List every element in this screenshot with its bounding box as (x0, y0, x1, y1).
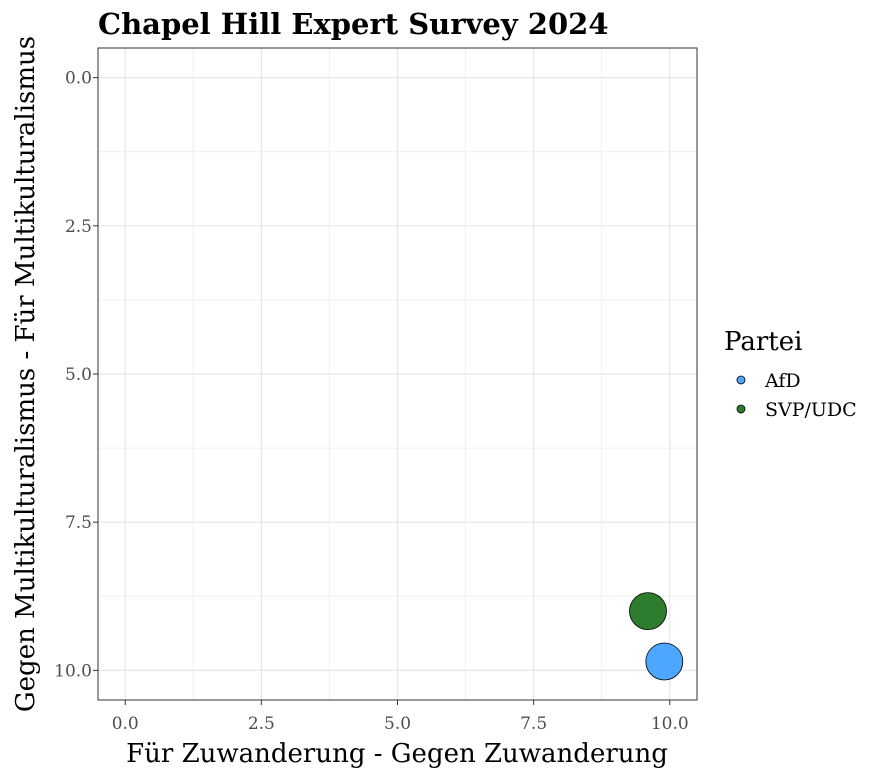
x-tick-label: 7.5 (520, 714, 547, 734)
data-point-svp-udc (629, 592, 667, 630)
y-tick-label: 10.0 (54, 661, 92, 681)
grid-lines (98, 48, 697, 700)
x-tick-label: 0.0 (112, 714, 139, 734)
data-point-afd (645, 642, 684, 681)
legend-label-afd: AfD (764, 370, 801, 392)
y-tick-label: 0.0 (65, 69, 92, 89)
y-tick-label: 5.0 (65, 365, 92, 385)
x-axis-ticks: 0.0 2.5 5.0 7.5 10.0 (112, 700, 689, 734)
y-tick-label: 7.5 (65, 513, 92, 533)
y-tick-label: 2.5 (65, 217, 92, 237)
x-tick-label: 2.5 (248, 714, 275, 734)
y-axis-title: Gegen Multikulturalismus - Für Multikult… (11, 36, 41, 712)
legend-label-svp-udc: SVP/UDC (765, 399, 857, 421)
x-tick-label: 5.0 (384, 714, 411, 734)
legend: Partei AfD SVP/UDC (724, 327, 857, 421)
legend-key-afd (736, 375, 746, 385)
legend-key-svp-udc (736, 404, 746, 414)
data-points (629, 592, 684, 681)
legend-title: Partei (724, 327, 802, 357)
x-tick-label: 10.0 (651, 714, 689, 734)
y-axis-ticks: 0.0 2.5 5.0 7.5 10.0 (54, 69, 98, 681)
x-axis-title: Für Zuwanderung - Gegen Zuwanderung (126, 739, 668, 769)
chart-title: Chapel Hill Expert Survey 2024 (98, 7, 609, 41)
